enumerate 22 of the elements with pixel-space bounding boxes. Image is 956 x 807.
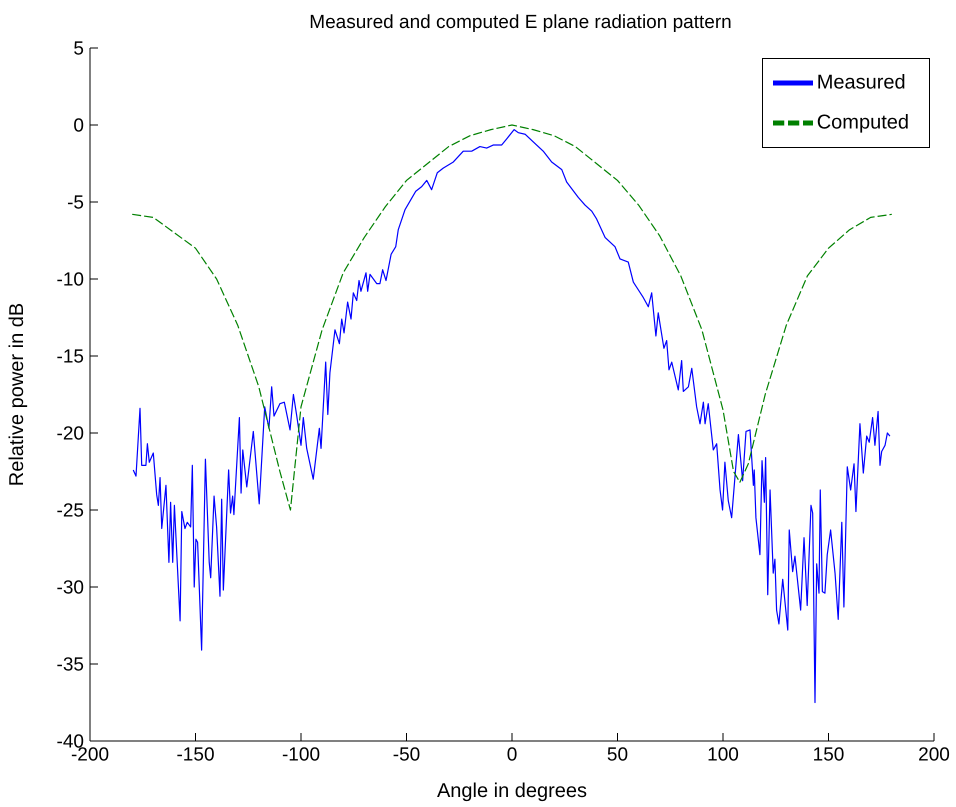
y-tick-label: -15 — [56, 346, 84, 368]
x-tick-label: 150 — [812, 744, 844, 766]
y-tick-label: 5 — [73, 38, 84, 60]
y-tick-label: 0 — [73, 116, 84, 137]
y-tick-label: -35 — [56, 654, 84, 676]
x-tick-label: 200 — [918, 744, 950, 766]
x-tick-label: 100 — [707, 744, 739, 766]
x-tick-label: 0 — [506, 744, 518, 766]
legend-label: Computed — [816, 111, 909, 134]
x-tick-label: 50 — [606, 744, 628, 766]
y-tick-label: -5 — [67, 192, 84, 214]
x-tick-label: -150 — [176, 744, 215, 766]
y-tick-label: -30 — [56, 578, 84, 599]
chart-title: Measured and computed E plane radiation pattern — [308, 12, 733, 34]
x-tick-label: -100 — [282, 744, 320, 766]
x-axis-title: Angle in degrees — [436, 780, 588, 802]
y-tick-label: -20 — [56, 424, 84, 445]
y-tick-label: -10 — [56, 270, 84, 291]
y-tick-label: -25 — [56, 500, 84, 522]
x-tick-label: -50 — [392, 744, 420, 766]
y-axis-title: Relative power in dB — [6, 302, 28, 486]
legend-label: Measured — [816, 71, 906, 94]
